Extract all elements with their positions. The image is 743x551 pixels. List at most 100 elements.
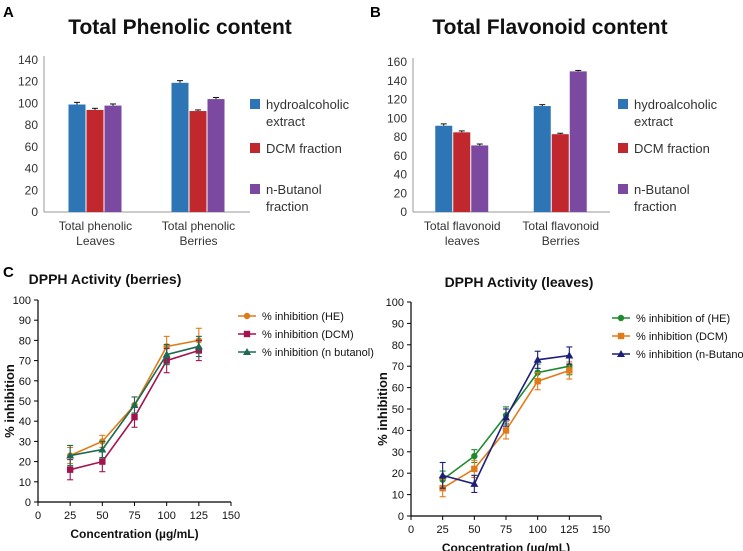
bar-hydroalcoholic-extract-2 xyxy=(171,82,189,212)
y-tick-label: 40 xyxy=(394,168,408,182)
marker-triangle xyxy=(617,350,625,357)
bar-hydroalcoholic-extract-2 xyxy=(533,106,551,212)
y-tick-label: 160 xyxy=(387,55,407,69)
x-tick-label: 75 xyxy=(128,510,140,522)
y-tick-label: 0 xyxy=(400,205,407,219)
y-tick-label: 60 xyxy=(25,140,39,154)
y-tick-label: 60 xyxy=(392,383,404,395)
y-tick-label: 140 xyxy=(18,53,38,67)
panel-label-a: A xyxy=(3,4,14,21)
x-tick-label: 50 xyxy=(96,510,108,522)
legend-swatch-dcm-fraction xyxy=(250,143,260,153)
x-category-label: Berries xyxy=(179,234,217,248)
y-tick-label: 40 xyxy=(392,425,404,437)
y-axis-label: % inhibition xyxy=(2,364,17,438)
y-tick-label: 40 xyxy=(25,162,39,176)
marker-triangle xyxy=(502,413,510,421)
panel-label-b: B xyxy=(370,4,381,21)
x-tick-label: 50 xyxy=(468,524,480,536)
marker-square xyxy=(617,332,625,340)
x-tick-label: 150 xyxy=(592,524,610,536)
y-tick-label: 100 xyxy=(18,96,38,110)
legend-label: % inhibition (n-Butanol) xyxy=(636,349,743,361)
x-category-label: Total phenolic xyxy=(59,219,132,233)
y-tick-label: 20 xyxy=(25,183,39,197)
y-tick-label: 120 xyxy=(18,75,38,89)
marker-square xyxy=(243,330,251,338)
legend-swatch-dcm-fraction xyxy=(618,143,628,153)
legend-label: % inhibition (n butanol) xyxy=(262,347,374,359)
bar-hydroalcoholic-extract-1 xyxy=(68,104,86,212)
chart-title: Total Flavonoid content xyxy=(432,16,667,39)
y-tick-label: 50 xyxy=(392,404,404,416)
marker-circle xyxy=(243,312,251,320)
bar-dcm-fraction-2 xyxy=(551,134,569,212)
marker-triangle xyxy=(98,445,107,453)
y-tick-label: 60 xyxy=(19,376,31,388)
x-tick-label: 150 xyxy=(222,510,240,522)
x-category-label: leaves xyxy=(445,234,480,248)
legend-label: fraction xyxy=(634,199,677,214)
x-category-label: Total flavonoid xyxy=(424,219,501,233)
y-tick-label: 120 xyxy=(387,93,407,107)
marker-square xyxy=(66,466,74,473)
bar-n-butanol-fraction-1 xyxy=(104,105,122,212)
y-axis-label: % inhibition xyxy=(375,372,390,446)
bar-n-butanol-fraction-2 xyxy=(569,71,587,212)
bar-dcm-fraction-1 xyxy=(86,109,104,212)
bar-n-butanol-fraction-2 xyxy=(207,99,225,212)
legend-label: n-Butanol xyxy=(266,182,322,197)
marker-triangle xyxy=(470,479,479,487)
chart-title: Total Phenolic content xyxy=(68,16,292,39)
y-tick-label: 100 xyxy=(387,111,407,125)
x-category-label: Leaves xyxy=(76,234,115,248)
y-tick-label: 50 xyxy=(19,396,31,408)
y-tick-label: 20 xyxy=(392,468,404,480)
y-tick-label: 60 xyxy=(394,149,408,163)
x-axis-label: Concentration (µg/mL) xyxy=(442,541,570,551)
legend-swatch-n-butanol-fraction xyxy=(250,184,260,194)
legend-swatch-hydroalcoholic-extract xyxy=(250,99,260,109)
y-tick-label: 80 xyxy=(25,118,39,132)
chart-dpph-leaves: DPPH Activity (leaves) 0 10 20 30 40 50 60 70 80 9… xyxy=(375,274,743,551)
marker-triangle xyxy=(565,351,574,359)
legend-swatch-n-butanol-fraction xyxy=(618,184,628,194)
marker-square xyxy=(502,427,510,434)
y-tick-label: 0 xyxy=(398,511,404,523)
bar-dcm-fraction-2 xyxy=(189,111,207,212)
y-tick-label: 70 xyxy=(392,361,404,373)
bar-dcm-fraction-1 xyxy=(453,132,471,212)
x-tick-label: 100 xyxy=(528,524,546,536)
y-tick-label: 0 xyxy=(31,205,38,219)
legend-label: DCM fraction xyxy=(634,141,710,156)
marker-triangle xyxy=(438,471,447,479)
y-tick-label: 100 xyxy=(13,295,31,307)
bar-n-butanol-fraction-1 xyxy=(471,145,489,212)
marker-square xyxy=(534,377,541,385)
chart-title: DPPH Activity (leaves) xyxy=(445,274,594,290)
y-tick-label: 90 xyxy=(19,315,31,327)
x-axis-label: Concentration (µg/mL) xyxy=(70,527,198,541)
marker-circle xyxy=(471,452,478,460)
y-tick-label: 140 xyxy=(387,74,407,88)
legend-label: extract xyxy=(266,114,305,129)
marker-triangle xyxy=(130,401,139,409)
legend-label: hydroalcoholic xyxy=(634,97,718,112)
chart-dpph-berries: DPPH Activity (berries) 0 10 20 30 40 50 60 70 80… xyxy=(2,271,374,541)
legend-label: n-Butanol xyxy=(634,182,690,197)
x-category-label: Total flavonoid xyxy=(522,219,599,233)
legend-label: fraction xyxy=(266,199,309,214)
x-tick-label: 25 xyxy=(437,524,449,536)
marker-square xyxy=(99,458,106,465)
x-tick-label: 0 xyxy=(35,510,41,522)
legend-label: DCM fraction xyxy=(266,141,342,156)
legend-label: % inhibition of (HE) xyxy=(636,313,730,325)
marker-triangle xyxy=(533,355,542,363)
y-tick-label: 30 xyxy=(19,436,31,448)
y-tick-label: 0 xyxy=(25,497,31,509)
marker-square xyxy=(566,367,573,374)
marker-triangle xyxy=(243,348,251,355)
x-category-label: Berries xyxy=(542,234,580,248)
legend-swatch-hydroalcoholic-extract xyxy=(618,99,628,109)
